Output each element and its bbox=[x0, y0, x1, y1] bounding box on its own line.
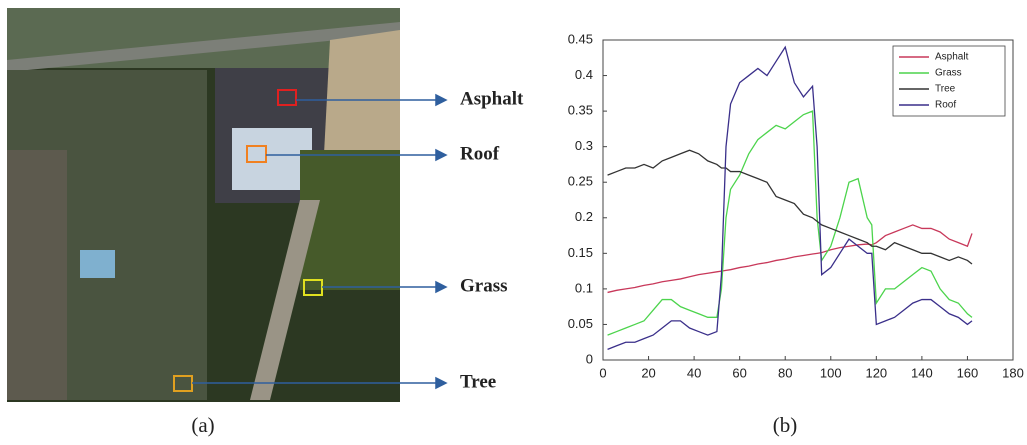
y-tick-label: 0.3 bbox=[575, 138, 593, 153]
caption: (a) bbox=[191, 413, 214, 437]
y-tick-label: 0 bbox=[586, 351, 593, 366]
y-tick-label: 0.15 bbox=[568, 245, 593, 260]
series-line bbox=[608, 150, 972, 264]
y-tick-label: 0.4 bbox=[575, 67, 593, 82]
region-label: Roof bbox=[460, 143, 500, 164]
x-tick-label: 140 bbox=[911, 365, 933, 380]
x-tick-label: 120 bbox=[865, 365, 887, 380]
x-tick-label: 180 bbox=[1002, 365, 1024, 380]
x-tick-label: 0 bbox=[599, 365, 606, 380]
x-tick-label: 100 bbox=[820, 365, 842, 380]
x-tick-label: 20 bbox=[641, 365, 655, 380]
x-tick-label: 80 bbox=[778, 365, 792, 380]
caption: (b) bbox=[773, 413, 798, 437]
y-tick-label: 0.05 bbox=[568, 316, 593, 331]
region-label: Grass bbox=[460, 275, 508, 296]
y-tick-label: 0.2 bbox=[575, 209, 593, 224]
page: Asphalt Roof Grass Tree (a) (b) 0 0.05 0.1… bbox=[0, 0, 1027, 445]
x-tick-label: 160 bbox=[957, 365, 979, 380]
legend-label: Asphalt bbox=[935, 52, 969, 63]
y-tick-label: 0.1 bbox=[575, 280, 593, 295]
y-tick-label: 0.25 bbox=[568, 174, 593, 189]
y-tick-label: 0.45 bbox=[568, 31, 593, 46]
region-label: Tree bbox=[460, 371, 496, 392]
figure: Asphalt Roof Grass Tree (a) (b) 0 0.05 0.1… bbox=[0, 0, 1027, 445]
y-tick-label: 0.35 bbox=[568, 103, 593, 118]
x-tick-label: 60 bbox=[732, 365, 746, 380]
region-label: Asphalt bbox=[460, 88, 524, 109]
legend-label: Roof bbox=[935, 100, 956, 111]
series-line bbox=[608, 225, 972, 293]
x-tick-label: 40 bbox=[687, 365, 701, 380]
aerial-image bbox=[7, 8, 400, 402]
legend-label: Grass bbox=[935, 68, 962, 79]
legend-label: Tree bbox=[935, 84, 956, 95]
